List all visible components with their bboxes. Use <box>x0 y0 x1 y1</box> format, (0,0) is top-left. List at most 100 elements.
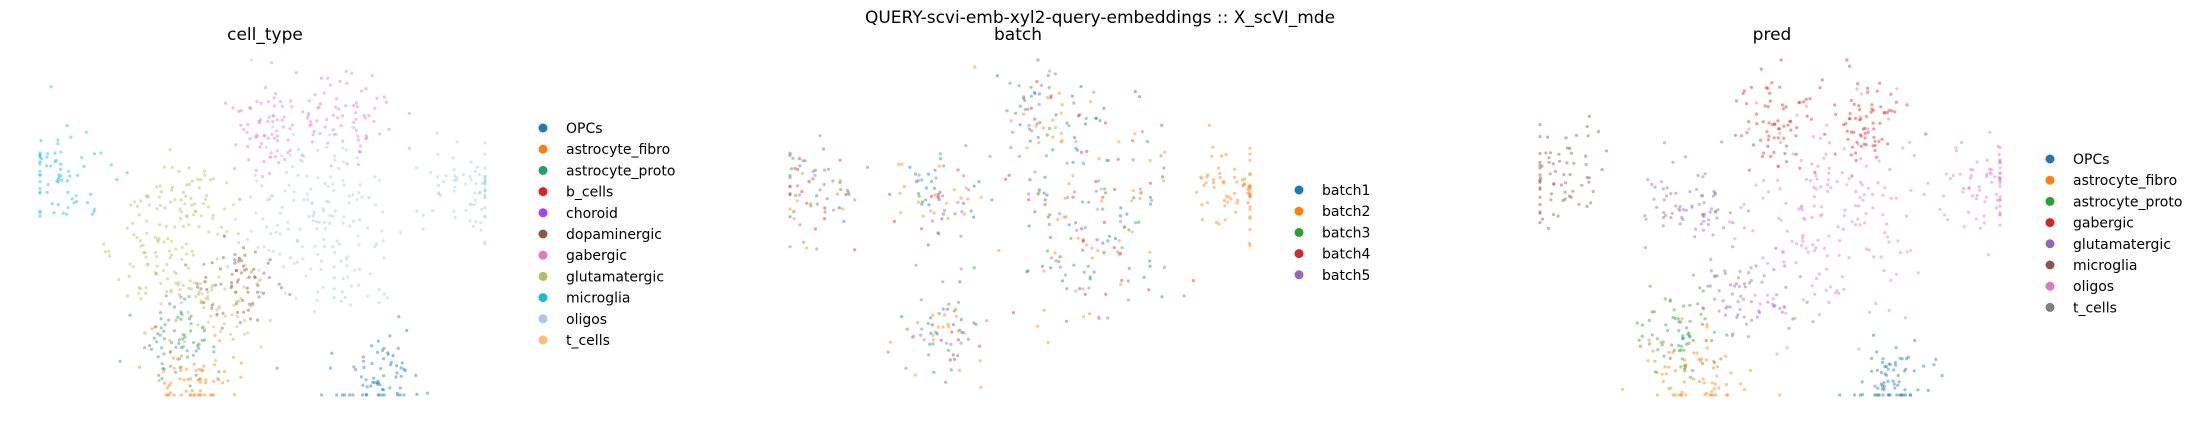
cell-point <box>212 345 216 349</box>
cell-point <box>253 250 257 254</box>
cell-point <box>1717 289 1721 293</box>
cell-point <box>279 286 284 290</box>
cell-point <box>185 215 189 219</box>
cell-point <box>328 366 333 370</box>
cell-point <box>38 186 42 190</box>
cell-point <box>239 259 243 263</box>
cell-point <box>162 165 166 169</box>
cell-point <box>1881 393 1885 397</box>
cell-point <box>342 393 347 397</box>
cell-point <box>1683 364 1687 368</box>
cell-point <box>1819 214 1823 218</box>
cell-point <box>1814 174 1818 178</box>
cell-point <box>1968 176 1972 180</box>
cell-point <box>1866 86 1870 90</box>
cell-point <box>805 246 809 250</box>
cell-point <box>1700 322 1705 326</box>
cell-point <box>329 175 333 179</box>
cell-point <box>145 219 149 223</box>
cell-point <box>1773 304 1777 308</box>
cell-point <box>210 261 214 265</box>
cell-point <box>84 130 88 134</box>
cell-point <box>373 106 377 110</box>
cell-point <box>1998 146 2002 150</box>
cell-point <box>139 287 143 291</box>
cell-point <box>1214 220 1219 224</box>
cell-point <box>201 201 205 206</box>
cell-point <box>1683 358 1687 362</box>
cell-point <box>1202 183 1206 187</box>
cell-point <box>1797 207 1801 211</box>
cell-point <box>1695 187 1699 192</box>
cell-point <box>353 126 357 130</box>
cell-point <box>1715 374 1719 378</box>
cell-point <box>1827 300 1831 304</box>
cell-point <box>1784 201 1788 205</box>
cell-point <box>1059 111 1063 115</box>
legend-marker <box>538 250 548 260</box>
umap-plot-area <box>38 58 487 397</box>
cell-point <box>340 114 344 118</box>
cell-point <box>1738 307 1742 312</box>
cell-point <box>243 263 247 267</box>
cell-point <box>1838 239 1842 243</box>
cell-point <box>184 242 189 246</box>
cell-point <box>1859 180 1863 184</box>
cell-point <box>1810 162 1814 166</box>
cell-point <box>330 128 335 132</box>
cell-point <box>1785 229 1789 233</box>
cell-point <box>168 349 173 353</box>
cell-point <box>127 274 131 278</box>
cell-point <box>483 215 487 219</box>
cell-point <box>1080 227 1084 231</box>
cell-point <box>246 276 250 280</box>
cell-point <box>455 176 459 180</box>
cell-point <box>139 199 143 203</box>
cell-point <box>483 166 487 170</box>
cell-point <box>1025 146 1029 150</box>
cell-point <box>1747 120 1751 124</box>
cell-point <box>249 58 253 62</box>
cell-point <box>170 239 174 243</box>
cell-point <box>38 173 42 177</box>
cell-point <box>1717 309 1721 313</box>
cell-point <box>928 316 933 320</box>
cell-point <box>1863 126 1867 130</box>
legend-label: batch1 <box>1322 183 1370 199</box>
cell-point <box>1998 159 2002 163</box>
cell-point <box>1212 185 1216 189</box>
cell-point <box>1985 172 1989 176</box>
cell-point <box>1058 265 1062 269</box>
cell-point <box>1714 393 1718 397</box>
cell-point <box>38 209 42 213</box>
cell-point <box>1854 151 1858 155</box>
cell-point <box>246 122 250 126</box>
cell-point <box>238 197 242 201</box>
cell-point <box>1837 253 1841 257</box>
cell-point <box>132 233 136 237</box>
cell-point <box>267 248 271 252</box>
cell-point <box>364 87 368 91</box>
cell-point <box>188 377 193 381</box>
cell-point <box>1047 86 1051 90</box>
cell-point <box>814 194 819 198</box>
cell-point <box>1028 127 1032 131</box>
cell-point <box>316 252 320 256</box>
cell-point <box>146 195 150 199</box>
cell-point <box>1877 139 1881 144</box>
cell-point <box>1670 343 1674 347</box>
cell-point <box>379 367 383 371</box>
cell-point <box>1879 105 1883 109</box>
cell-point <box>59 162 63 166</box>
cell-point <box>199 214 203 218</box>
cell-point <box>1685 326 1689 330</box>
cell-point <box>310 140 314 144</box>
cell-point <box>332 287 336 291</box>
cell-point <box>251 302 255 306</box>
cell-point <box>181 337 185 341</box>
cell-point <box>1538 166 1542 170</box>
cell-point <box>335 239 339 243</box>
cell-point <box>372 119 376 123</box>
cell-point <box>1037 92 1041 96</box>
cell-point <box>1824 288 1828 292</box>
